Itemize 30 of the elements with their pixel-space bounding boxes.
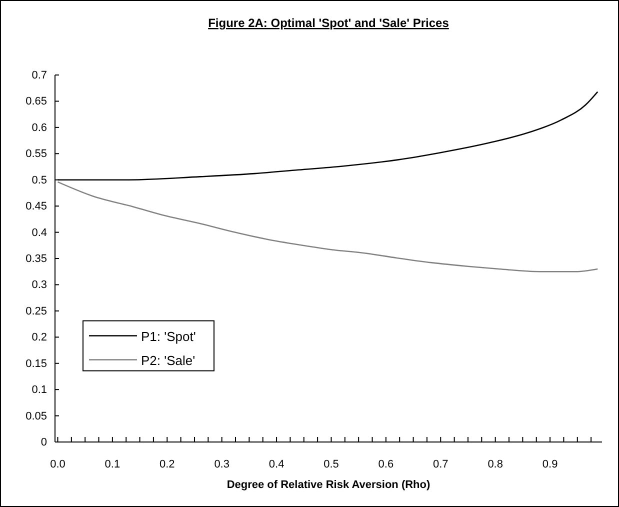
chart-title: Figure 2A: Optimal 'Spot' and 'Sale' Prices xyxy=(208,16,450,30)
y-tick-label: 0.6 xyxy=(32,122,47,134)
x-tick-label: 0.8 xyxy=(488,458,503,471)
y-tick-label: 0 xyxy=(40,436,47,449)
y-tick-label: 0.7 xyxy=(32,70,47,82)
y-tick-label: 0.55 xyxy=(26,148,47,160)
y-tick-label: 0.2 xyxy=(32,332,47,344)
y-tick-label: 0.05 xyxy=(26,410,47,422)
y-tick-label: 0.3 xyxy=(32,279,47,292)
legend-label: P2: 'Sale' xyxy=(141,352,196,368)
x-tick-label: 0.1 xyxy=(104,458,120,471)
y-tick-label: 0.4 xyxy=(32,226,47,239)
x-tick-label: 0.6 xyxy=(378,458,394,471)
x-tick-label: 0.0 xyxy=(50,458,66,471)
y-tick-label: 0.65 xyxy=(26,96,47,108)
y-tick-label: 0.25 xyxy=(26,305,47,318)
y-tick-label: 0.15 xyxy=(26,358,47,370)
x-tick-label: 0.7 xyxy=(432,458,448,471)
x-tick-label: 0.4 xyxy=(268,458,284,471)
y-tick-label: 0.5 xyxy=(32,174,47,186)
x-tick-label: 0.2 xyxy=(159,458,175,471)
y-tick-label: 0.1 xyxy=(32,384,47,396)
legend-label: P1: 'Spot' xyxy=(141,328,196,344)
line-series xyxy=(57,181,598,272)
x-tick-label: 0.3 xyxy=(214,458,230,471)
y-tick-label: 0.45 xyxy=(26,200,47,213)
x-tick-label: 0.5 xyxy=(324,458,339,471)
x-tick-label: 0.9 xyxy=(542,458,558,471)
x-axis-title: Degree of Relative Risk Aversion (Rho) xyxy=(226,479,431,491)
y-tick-label: 0.35 xyxy=(26,253,47,266)
